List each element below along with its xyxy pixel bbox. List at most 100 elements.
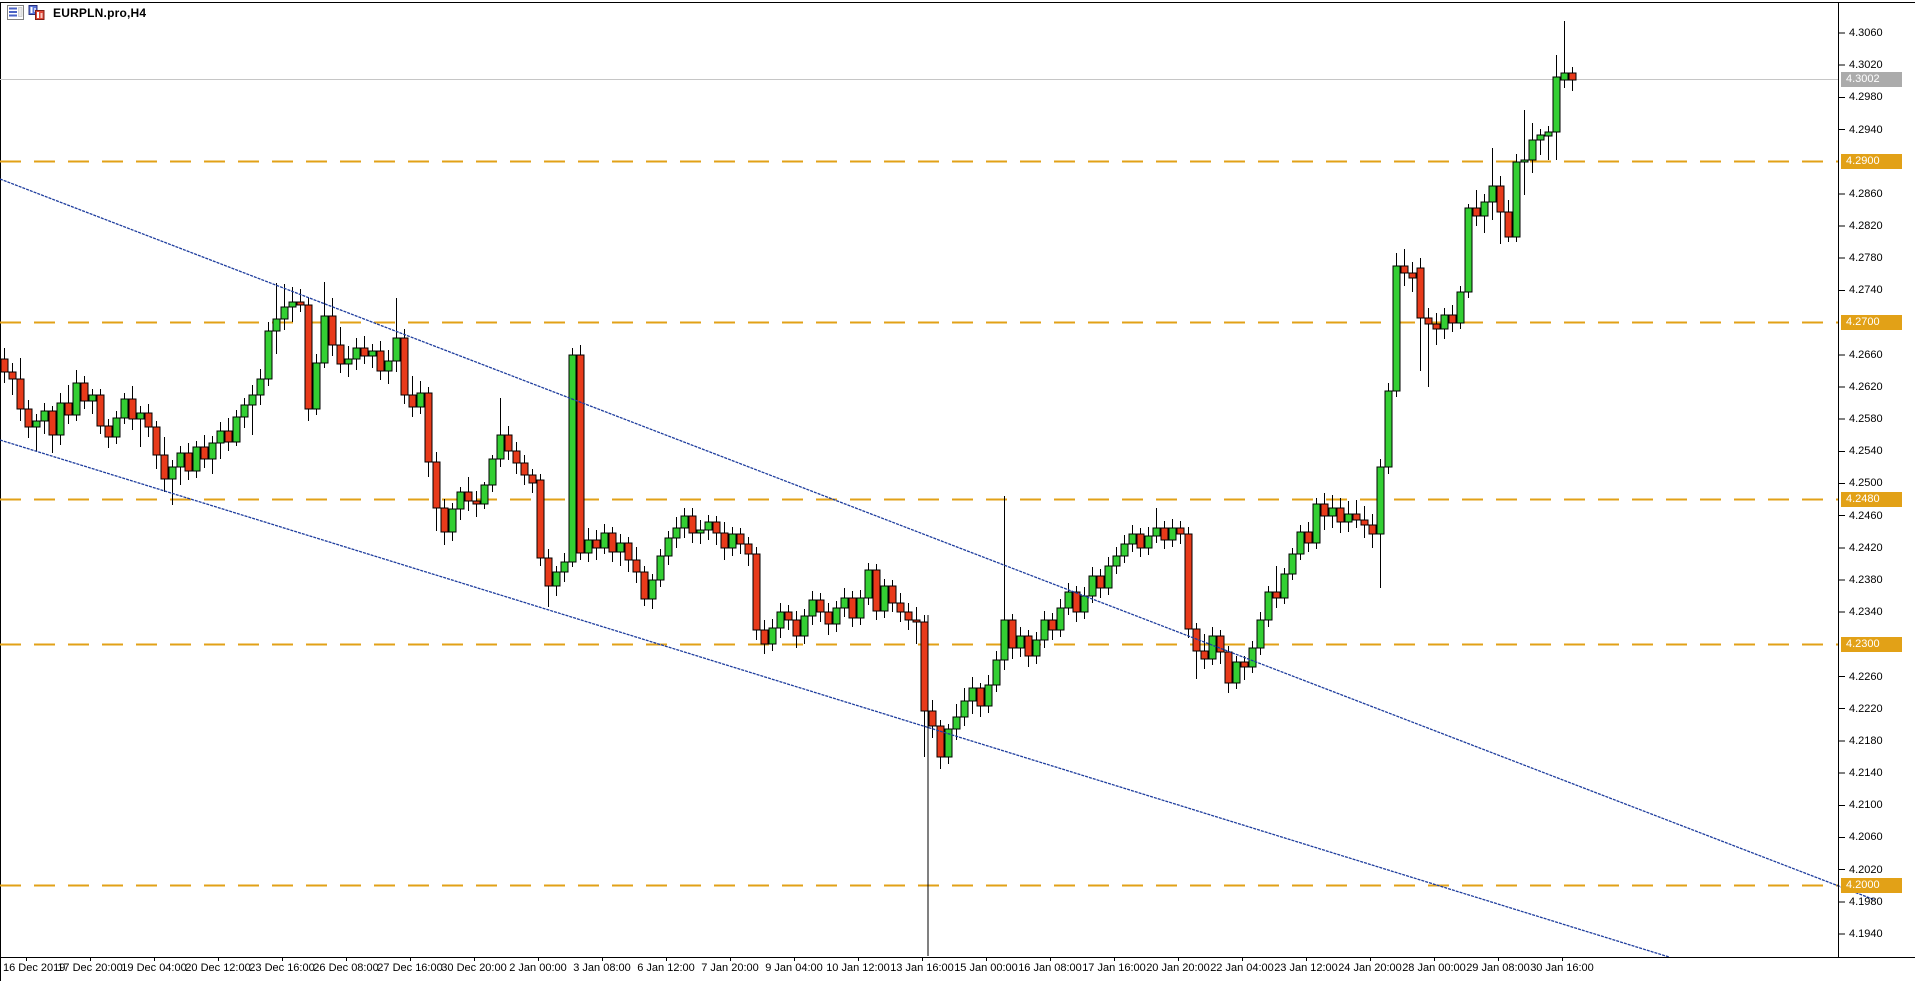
candle[interactable] bbox=[136, 406, 145, 447]
candle[interactable] bbox=[1424, 308, 1433, 387]
candle[interactable] bbox=[888, 580, 897, 612]
candle[interactable] bbox=[1256, 612, 1265, 655]
candle[interactable] bbox=[64, 385, 73, 424]
candle[interactable] bbox=[840, 588, 849, 617]
candle[interactable] bbox=[560, 553, 569, 582]
candle[interactable] bbox=[336, 327, 345, 373]
candle[interactable] bbox=[720, 522, 729, 560]
candle[interactable] bbox=[320, 282, 329, 368]
candle[interactable] bbox=[1192, 623, 1201, 679]
candle[interactable] bbox=[960, 688, 969, 726]
candle[interactable] bbox=[216, 422, 225, 459]
candle[interactable] bbox=[1216, 630, 1225, 664]
candle[interactable] bbox=[112, 411, 121, 444]
candle[interactable] bbox=[96, 389, 105, 434]
candle[interactable] bbox=[384, 350, 393, 384]
candle[interactable] bbox=[280, 284, 289, 330]
candle[interactable] bbox=[912, 607, 921, 644]
candle[interactable] bbox=[184, 443, 193, 480]
candle[interactable] bbox=[936, 720, 945, 769]
upper-channel-line[interactable] bbox=[0, 178, 1876, 901]
candle[interactable] bbox=[1544, 126, 1553, 160]
candle[interactable] bbox=[24, 400, 33, 438]
candle[interactable] bbox=[1096, 569, 1105, 598]
candle[interactable] bbox=[680, 508, 689, 538]
candle[interactable] bbox=[160, 437, 169, 492]
candle[interactable] bbox=[904, 603, 913, 630]
candle[interactable] bbox=[1000, 496, 1009, 670]
candle[interactable] bbox=[1168, 519, 1177, 547]
candle[interactable] bbox=[1008, 614, 1017, 659]
candle[interactable] bbox=[688, 508, 697, 543]
candle[interactable] bbox=[1448, 305, 1457, 332]
candle[interactable] bbox=[576, 345, 585, 560]
candle[interactable] bbox=[288, 287, 297, 322]
candle[interactable] bbox=[1472, 190, 1481, 226]
candle[interactable] bbox=[736, 528, 745, 554]
candle[interactable] bbox=[1320, 493, 1329, 530]
candle[interactable] bbox=[1056, 599, 1065, 637]
candle[interactable] bbox=[584, 528, 593, 562]
candle[interactable] bbox=[704, 515, 713, 540]
candle[interactable] bbox=[192, 441, 201, 478]
candle[interactable] bbox=[1248, 641, 1257, 673]
candle[interactable] bbox=[240, 398, 249, 428]
candle[interactable] bbox=[48, 406, 57, 453]
candle[interactable] bbox=[1504, 200, 1513, 242]
candle[interactable] bbox=[712, 516, 721, 545]
candle[interactable] bbox=[632, 547, 641, 583]
candle[interactable] bbox=[1160, 521, 1169, 549]
candle[interactable] bbox=[232, 410, 241, 446]
candle[interactable] bbox=[1120, 535, 1129, 563]
candle[interactable] bbox=[72, 370, 81, 421]
candle[interactable] bbox=[1024, 630, 1033, 667]
candle[interactable] bbox=[1360, 506, 1369, 538]
candle[interactable] bbox=[1480, 194, 1489, 233]
candle[interactable] bbox=[1520, 110, 1529, 195]
candle[interactable] bbox=[168, 460, 177, 505]
candle[interactable] bbox=[648, 574, 657, 609]
candle[interactable] bbox=[544, 549, 553, 607]
candle[interactable] bbox=[1352, 500, 1361, 528]
candle[interactable] bbox=[608, 527, 617, 562]
candle[interactable] bbox=[104, 419, 113, 448]
candle[interactable] bbox=[1104, 557, 1113, 595]
candle[interactable] bbox=[1184, 527, 1193, 638]
candle[interactable] bbox=[880, 579, 889, 618]
candle[interactable] bbox=[728, 527, 737, 556]
candle[interactable] bbox=[1392, 253, 1401, 397]
candle[interactable] bbox=[1328, 495, 1337, 528]
candle[interactable] bbox=[8, 363, 17, 395]
candle[interactable] bbox=[1280, 568, 1289, 604]
candle[interactable] bbox=[432, 452, 441, 531]
candle[interactable] bbox=[1016, 627, 1025, 657]
candle[interactable] bbox=[696, 520, 705, 544]
candle[interactable] bbox=[480, 482, 489, 509]
candle[interactable] bbox=[312, 354, 321, 415]
candle[interactable] bbox=[568, 348, 577, 567]
candle[interactable] bbox=[1416, 258, 1425, 371]
candle[interactable] bbox=[1296, 525, 1305, 560]
candle[interactable] bbox=[416, 381, 425, 414]
candle[interactable] bbox=[600, 524, 609, 554]
candle[interactable] bbox=[808, 591, 817, 625]
candle[interactable] bbox=[896, 593, 905, 622]
candle[interactable] bbox=[872, 564, 881, 620]
candle[interactable] bbox=[208, 436, 217, 474]
candle[interactable] bbox=[424, 387, 433, 477]
candle[interactable] bbox=[552, 566, 561, 596]
candle[interactable] bbox=[1136, 528, 1145, 557]
candle[interactable] bbox=[1368, 514, 1377, 548]
candle[interactable] bbox=[264, 322, 273, 386]
candle[interactable] bbox=[1240, 656, 1249, 680]
candle[interactable] bbox=[0, 348, 9, 383]
candle[interactable] bbox=[400, 329, 409, 404]
candle[interactable] bbox=[792, 611, 801, 648]
candle[interactable] bbox=[408, 376, 417, 417]
candle[interactable] bbox=[1152, 508, 1161, 543]
candle[interactable] bbox=[944, 724, 953, 764]
candle[interactable] bbox=[1200, 634, 1209, 669]
candle[interactable] bbox=[664, 531, 673, 565]
candle[interactable] bbox=[1040, 611, 1049, 648]
candle[interactable] bbox=[1128, 525, 1137, 552]
